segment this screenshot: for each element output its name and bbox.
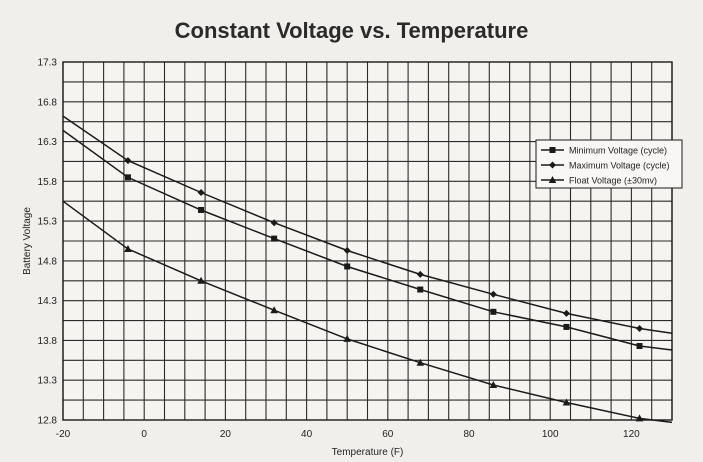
x-tick-label: 80	[463, 429, 475, 440]
data-point-diamond	[343, 247, 351, 255]
data-point-diamond	[124, 157, 132, 165]
data-point-diamond	[549, 161, 556, 169]
series-line	[62, 200, 673, 424]
series-line	[62, 115, 673, 335]
data-point-triangle	[548, 176, 557, 183]
series-line	[62, 129, 673, 351]
x-axis-label: Temperature (F)	[332, 447, 404, 458]
data-point-diamond	[416, 270, 424, 278]
data-point-triangle	[635, 414, 644, 422]
data-point-triangle	[343, 334, 351, 342]
x-tick-label: 20	[220, 429, 232, 440]
data-point-square	[563, 323, 570, 330]
data-point-square	[124, 174, 131, 181]
y-tick-label: 12.8	[38, 416, 58, 427]
data-point-square	[549, 147, 556, 153]
data-point-diamond	[270, 219, 278, 227]
y-tick-label: 16.8	[38, 97, 58, 108]
series-group	[62, 200, 673, 424]
data-point-square	[344, 263, 351, 270]
gridlines	[62, 61, 673, 421]
y-tick-label: 14.8	[38, 256, 58, 267]
data-point-triangle	[124, 244, 132, 252]
y-axis-label: Battery Voltage	[22, 207, 33, 275]
data-point-triangle	[489, 380, 498, 388]
y-tick-label: 13.3	[38, 376, 58, 387]
data-point-square	[417, 286, 424, 293]
axes: -20 0 20 40 60 80 100 120 12.8 13.3 13.8 14.3 14.8 15…	[38, 58, 673, 440]
legend-entry-label: Float Voltage (±30mv)	[569, 175, 657, 185]
y-tick-label: 16.3	[38, 137, 58, 148]
chart-title: Constant Voltage vs. Temperature	[174, 18, 529, 43]
data-point-diamond	[197, 188, 205, 196]
x-tick-label: 120	[623, 429, 640, 440]
data-point-triangle	[562, 398, 571, 406]
data-point-square	[490, 308, 497, 315]
y-tick-label: 17.3	[38, 58, 58, 69]
data-point-triangle	[416, 358, 425, 366]
x-tick-label: -20	[56, 429, 71, 440]
series-group	[62, 129, 673, 351]
data-point-diamond	[562, 309, 570, 317]
x-tick-label: 40	[301, 429, 313, 440]
x-tick-label: 60	[382, 429, 394, 440]
plot-border	[62, 61, 673, 421]
series-group	[62, 115, 673, 335]
x-tick-label: 0	[141, 429, 147, 440]
data-point-square	[636, 343, 643, 350]
legend: Minimum Voltage (cycle) Maximum Voltage (…	[535, 139, 683, 189]
data-point-triangle	[270, 306, 278, 314]
series-lines	[62, 115, 673, 424]
y-tick-label: 15.3	[38, 217, 58, 228]
data-point-square	[198, 206, 205, 213]
y-tick-label: 15.8	[38, 177, 58, 188]
data-point-triangle	[197, 276, 205, 284]
data-point-square	[271, 235, 278, 242]
y-tick-label: 14.3	[38, 296, 58, 307]
data-point-diamond	[636, 325, 644, 333]
legend-entry-label: Minimum Voltage (cycle)	[569, 145, 667, 155]
legend-entry-label: Maximum Voltage (cycle)	[569, 160, 670, 170]
y-tick-label: 13.8	[38, 336, 58, 347]
x-tick-label: 100	[542, 429, 559, 440]
data-point-diamond	[489, 290, 497, 298]
